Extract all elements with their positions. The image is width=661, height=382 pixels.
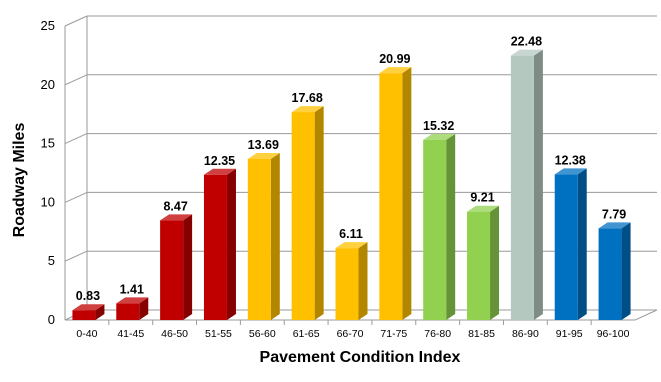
bar-side [95, 304, 105, 320]
bar-56-60 [247, 153, 280, 320]
bar-front [598, 228, 622, 320]
bar-66-70 [335, 242, 368, 320]
bar-front [291, 112, 315, 321]
data-label: 22.48 [511, 35, 542, 49]
data-label: 1.41 [120, 282, 144, 296]
bar-top [116, 297, 149, 304]
x-tick-label: 86-90 [512, 328, 539, 340]
data-label: 12.35 [204, 154, 235, 168]
x-tick-label: 61-65 [293, 328, 320, 340]
data-label: 6.11 [339, 227, 363, 241]
bar-top [160, 214, 193, 221]
bar-side [402, 67, 412, 321]
bar-side [139, 297, 149, 320]
bar-top [247, 153, 280, 160]
bar-86-90 [510, 49, 543, 321]
x-tick-label: 81-85 [468, 328, 495, 340]
grid-line-diag [64, 191, 88, 203]
y-tick-label: 15 [41, 136, 55, 151]
bar-side [577, 168, 587, 320]
bar-top [72, 304, 105, 311]
bar-side [490, 205, 500, 320]
data-label: 17.68 [292, 91, 323, 105]
bar-front [160, 220, 184, 320]
bar-top [598, 222, 631, 229]
data-label: 9.21 [470, 191, 494, 205]
y-tick-label: 0 [48, 312, 55, 327]
data-label: 0.83 [76, 289, 100, 303]
bar-front [335, 248, 359, 320]
x-tick-label: 0-40 [76, 328, 97, 340]
data-label: 13.69 [248, 138, 279, 152]
bars [72, 49, 631, 321]
bar-front [72, 310, 96, 320]
bar-61-65 [291, 106, 324, 321]
bar-side [183, 214, 193, 320]
floor-right-edge [634, 309, 658, 321]
x-tick-label: 91-95 [556, 328, 583, 340]
data-label: 20.99 [379, 52, 410, 66]
y-tick-label: 20 [41, 77, 55, 92]
bar-side [226, 168, 236, 320]
bar-front [116, 303, 140, 320]
bar-side [358, 242, 368, 320]
data-label: 7.79 [602, 207, 626, 221]
bar-top [423, 133, 456, 140]
bar-96-100 [598, 222, 631, 320]
grid-line-diag [64, 74, 88, 86]
bar-side [621, 222, 631, 320]
x-tick-label: 51-55 [205, 328, 232, 340]
bar-top [554, 168, 587, 175]
bar-front [467, 211, 491, 320]
bar-top [379, 67, 412, 74]
grid-line-diag [64, 15, 88, 27]
x-tick-label: 71-75 [380, 328, 407, 340]
y-axis-title: Roadway Miles [11, 123, 28, 238]
bar-91-95 [554, 168, 587, 320]
data-label: 12.38 [555, 153, 586, 167]
grid-line-diag [64, 250, 88, 262]
bar-side [533, 49, 543, 321]
x-tick-label: 76-80 [424, 328, 451, 340]
bar-side [270, 153, 280, 320]
grid-line-diag [64, 133, 88, 145]
bar-81-85 [467, 205, 500, 320]
x-tick-label: 66-70 [337, 328, 364, 340]
x-tick-label: 41-45 [117, 328, 144, 340]
x-tick-label: 96-100 [597, 328, 630, 340]
bar-top [467, 205, 500, 212]
y-tick-label: 10 [41, 194, 55, 209]
bar-side [446, 133, 456, 320]
bar-front [379, 73, 403, 321]
bar-front [423, 139, 447, 320]
x-tick-labels: 0-40 41-45 46-50 51-55 56-60 61-65 66-70 71-75 7… [76, 328, 629, 340]
bar-0-40 [72, 304, 105, 320]
bar-41-45 [116, 297, 149, 320]
data-label: 8.47 [163, 199, 187, 213]
data-label: 15.32 [423, 119, 454, 133]
bar-front [247, 159, 271, 320]
bar-top [335, 242, 368, 249]
bar-51-55 [203, 168, 236, 320]
bar-76-80 [423, 133, 456, 320]
data-labels: 0.83 1.41 8.47 12.35 13.69 17.68 6.11 20.99 15.3… [76, 35, 627, 304]
bar-top [291, 106, 324, 113]
x-tick-label: 46-50 [161, 328, 188, 340]
bar-front [510, 55, 534, 321]
bar-top [203, 168, 236, 175]
y-tick-label: 5 [48, 253, 55, 268]
y-tick-labels: 0 5 10 15 20 25 [41, 18, 55, 327]
bar-71-75 [379, 67, 412, 321]
bar-front [203, 174, 227, 320]
x-axis-title: Pavement Condition Index [260, 349, 461, 366]
bar-side [314, 106, 324, 321]
bar-front [554, 174, 578, 320]
bar-top [510, 49, 543, 56]
y-tick-label: 25 [41, 18, 55, 33]
bar-46-50 [160, 214, 193, 320]
x-tick-label: 56-60 [249, 328, 276, 340]
grid-lines [64, 15, 658, 325]
